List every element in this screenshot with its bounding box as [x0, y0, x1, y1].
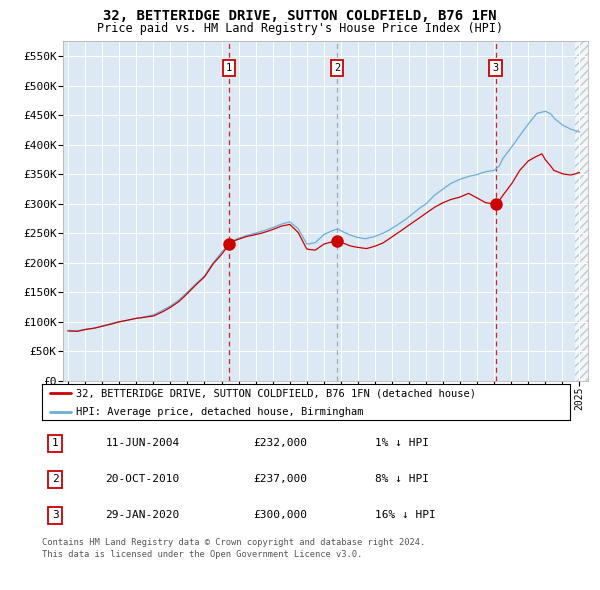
Text: 1% ↓ HPI: 1% ↓ HPI — [374, 438, 428, 448]
Text: 3: 3 — [493, 63, 499, 73]
Text: 20-OCT-2010: 20-OCT-2010 — [106, 474, 179, 484]
Polygon shape — [575, 41, 588, 381]
Text: £237,000: £237,000 — [253, 474, 307, 484]
Text: 32, BETTERIDGE DRIVE, SUTTON COLDFIELD, B76 1FN (detached house): 32, BETTERIDGE DRIVE, SUTTON COLDFIELD, … — [76, 388, 476, 398]
Text: 1: 1 — [52, 438, 59, 448]
Text: £300,000: £300,000 — [253, 510, 307, 520]
Text: £232,000: £232,000 — [253, 438, 307, 448]
Text: This data is licensed under the Open Government Licence v3.0.: This data is licensed under the Open Gov… — [42, 550, 362, 559]
Text: Contains HM Land Registry data © Crown copyright and database right 2024.: Contains HM Land Registry data © Crown c… — [42, 538, 425, 547]
Text: 1: 1 — [226, 63, 232, 73]
Text: 8% ↓ HPI: 8% ↓ HPI — [374, 474, 428, 484]
Text: 2: 2 — [52, 474, 59, 484]
Text: 3: 3 — [52, 510, 59, 520]
Text: 32, BETTERIDGE DRIVE, SUTTON COLDFIELD, B76 1FN: 32, BETTERIDGE DRIVE, SUTTON COLDFIELD, … — [103, 9, 497, 23]
Text: HPI: Average price, detached house, Birmingham: HPI: Average price, detached house, Birm… — [76, 407, 364, 417]
Text: 2: 2 — [334, 63, 341, 73]
Text: Price paid vs. HM Land Registry's House Price Index (HPI): Price paid vs. HM Land Registry's House … — [97, 22, 503, 35]
Text: 11-JUN-2004: 11-JUN-2004 — [106, 438, 179, 448]
Text: 29-JAN-2020: 29-JAN-2020 — [106, 510, 179, 520]
Text: 16% ↓ HPI: 16% ↓ HPI — [374, 510, 436, 520]
